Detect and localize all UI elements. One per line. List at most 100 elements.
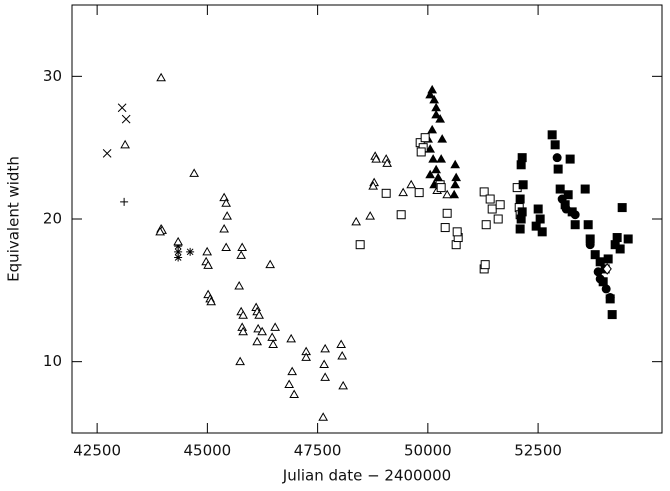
- x-tick-label: 50000: [404, 442, 452, 460]
- marker: [580, 184, 590, 194]
- marker: [603, 254, 613, 264]
- marker: [431, 102, 442, 112]
- marker: [414, 188, 424, 198]
- marker: [425, 144, 436, 153]
- marker: [607, 310, 617, 320]
- marker: [371, 154, 382, 163]
- y-tick-label: 20: [43, 210, 62, 228]
- marker: [590, 250, 600, 260]
- marker: [480, 260, 490, 270]
- marker: [552, 153, 562, 163]
- marker: [121, 114, 131, 124]
- marker: [120, 139, 130, 149]
- marker: [202, 246, 213, 256]
- marker: [595, 274, 605, 284]
- marker: [155, 226, 166, 236]
- marker: [318, 412, 329, 421]
- marker: [435, 114, 446, 123]
- marker: [515, 194, 525, 204]
- marker: [351, 216, 362, 226]
- marker: [320, 343, 331, 353]
- marker: [203, 260, 213, 269]
- marker: [234, 281, 245, 290]
- x-tick-label: 42500: [73, 442, 121, 460]
- marker: [547, 130, 557, 140]
- marker: [565, 154, 575, 164]
- marker: [416, 147, 426, 157]
- marker: [516, 214, 526, 224]
- marker: [267, 332, 278, 341]
- marker: [425, 89, 436, 99]
- marker: [583, 220, 593, 230]
- marker: [481, 220, 491, 230]
- marker: [451, 172, 462, 182]
- marker: [189, 168, 200, 177]
- marker: [102, 149, 112, 158]
- marker: [355, 240, 365, 250]
- x-tick-label: 47500: [294, 442, 342, 460]
- marker: [442, 208, 452, 218]
- marker: [428, 154, 439, 163]
- x-axis-label: Julian date − 2400000: [282, 467, 451, 485]
- marker: [442, 189, 453, 199]
- marker: [253, 323, 263, 333]
- marker: [495, 200, 505, 210]
- marker: [221, 242, 232, 252]
- y-tick-label: 10: [43, 352, 62, 370]
- marker: [257, 326, 268, 336]
- marker: [561, 204, 571, 214]
- marker: [487, 204, 497, 214]
- marker: [553, 164, 563, 174]
- marker: [320, 372, 331, 381]
- marker: [570, 220, 580, 230]
- marker: [237, 242, 248, 252]
- marker: [398, 187, 409, 197]
- marker: [617, 203, 627, 213]
- marker: [174, 247, 183, 256]
- marker: [381, 188, 391, 198]
- marker: [612, 233, 622, 243]
- marker: [301, 352, 312, 361]
- marker: [570, 210, 580, 220]
- marker: [219, 223, 229, 233]
- marker: [221, 198, 232, 207]
- marker: [270, 322, 281, 331]
- marker: [120, 197, 129, 206]
- marker: [286, 333, 297, 343]
- marker: [479, 187, 489, 197]
- marker: [531, 221, 541, 231]
- marker: [450, 179, 461, 189]
- marker: [252, 336, 263, 346]
- marker: [173, 236, 183, 246]
- marker: [493, 214, 503, 224]
- marker: [615, 244, 625, 254]
- x-tick-label: 45000: [184, 442, 232, 460]
- marker: [563, 190, 573, 200]
- marker: [406, 179, 417, 189]
- marker: [605, 292, 615, 302]
- marker: [485, 194, 495, 204]
- marker: [449, 189, 460, 199]
- marker: [156, 72, 166, 82]
- marker: [222, 211, 232, 220]
- y-axis-label: Equivalent width: [5, 156, 23, 282]
- marker: [289, 389, 300, 398]
- marker: [555, 184, 565, 194]
- marker: [368, 181, 379, 190]
- marker: [429, 94, 440, 104]
- marker: [440, 223, 450, 233]
- marker: [396, 210, 406, 220]
- marker: [174, 242, 183, 251]
- marker: [365, 211, 376, 220]
- marker: [537, 227, 547, 237]
- marker: [420, 133, 430, 143]
- marker: [117, 103, 127, 113]
- marker: [427, 84, 438, 94]
- marker: [452, 227, 462, 237]
- marker: [431, 164, 442, 174]
- marker: [219, 192, 229, 202]
- marker: [425, 169, 436, 179]
- marker: [623, 234, 633, 244]
- marker: [284, 379, 295, 388]
